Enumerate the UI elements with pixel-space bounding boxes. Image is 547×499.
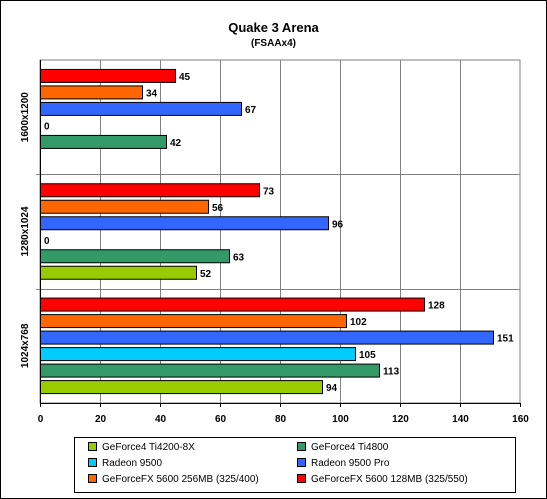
bar (40, 265, 197, 280)
x-tick-label: 140 (452, 414, 469, 425)
data-label: 63 (233, 252, 245, 263)
legend-swatch (297, 457, 306, 467)
bar (40, 363, 380, 378)
bar (40, 297, 425, 312)
bar (40, 249, 230, 264)
bar (40, 101, 242, 116)
x-tick-label: 0 (38, 414, 44, 425)
legend-label: Radeon 9500 Pro (311, 458, 390, 469)
legend-swatch (297, 441, 306, 451)
bar (40, 380, 323, 395)
legend-swatch (297, 473, 306, 483)
x-tick-label: 80 (275, 414, 287, 425)
x-tick-label: 160 (512, 414, 529, 425)
data-label: 151 (497, 334, 514, 345)
legend-swatch (88, 457, 97, 467)
y-category-label: 1600x1200 (20, 92, 31, 142)
legend-label: GeForceFX 5600 256MB (325/400) (102, 474, 259, 485)
bar (40, 183, 260, 198)
data-label: 45 (179, 72, 191, 83)
legend: GeForce4 Ti4200-8X GeForce4 Ti4800 Radeon … (74, 437, 516, 493)
chart-title: Quake 3 Arena (228, 20, 319, 35)
x-tick-label: 20 (95, 414, 107, 425)
legend-item: GeForce4 Ti4800 (297, 441, 389, 454)
data-label: 94 (326, 383, 338, 394)
bar (40, 314, 347, 329)
y-category-label: 1280x1024 (20, 206, 31, 256)
legend-label: GeForce4 Ti4800 (311, 442, 389, 453)
y-category-label: 1024x768 (20, 323, 31, 368)
legend-label: GeForce4 Ti4200-8X (102, 442, 195, 453)
data-label: 102 (350, 317, 367, 328)
legend-item: GeForce4 Ti4200-8X (88, 441, 195, 454)
data-label: 128 (428, 301, 445, 312)
bar (40, 216, 329, 231)
legend-item: GeForceFX 5600 128MB (325/550) (297, 473, 468, 486)
legend-item: Radeon 9500 Pro (297, 457, 390, 470)
data-label: 96 (332, 219, 344, 230)
legend-item: GeForceFX 5600 256MB (325/400) (88, 473, 259, 486)
bar (40, 85, 143, 100)
bar (40, 134, 167, 149)
data-label: 67 (245, 105, 257, 116)
data-label: 113 (383, 367, 400, 378)
bar (40, 330, 494, 345)
data-label: 52 (200, 269, 212, 280)
data-label: 0 (44, 121, 50, 132)
legend-swatch (88, 473, 97, 483)
x-tick-label: 100 (332, 414, 349, 425)
x-tick-label: 40 (155, 414, 167, 425)
data-label: 56 (212, 203, 224, 214)
data-label: 42 (170, 138, 182, 149)
data-label: 0 (44, 236, 50, 247)
legend-swatch (88, 441, 97, 451)
bar (40, 347, 356, 362)
x-tick-label: 120 (392, 414, 409, 425)
bar (40, 68, 176, 83)
chart-subtitle: (FSAAx4) (250, 38, 296, 49)
data-label: 34 (146, 88, 158, 99)
bar (40, 199, 209, 214)
legend-label: Radeon 9500 (102, 458, 163, 469)
data-label: 105 (359, 350, 376, 361)
x-tick-label: 60 (215, 414, 227, 425)
data-label: 73 (263, 186, 275, 197)
legend-label: GeForceFX 5600 128MB (325/550) (311, 474, 468, 485)
legend-item: Radeon 9500 (88, 457, 163, 470)
